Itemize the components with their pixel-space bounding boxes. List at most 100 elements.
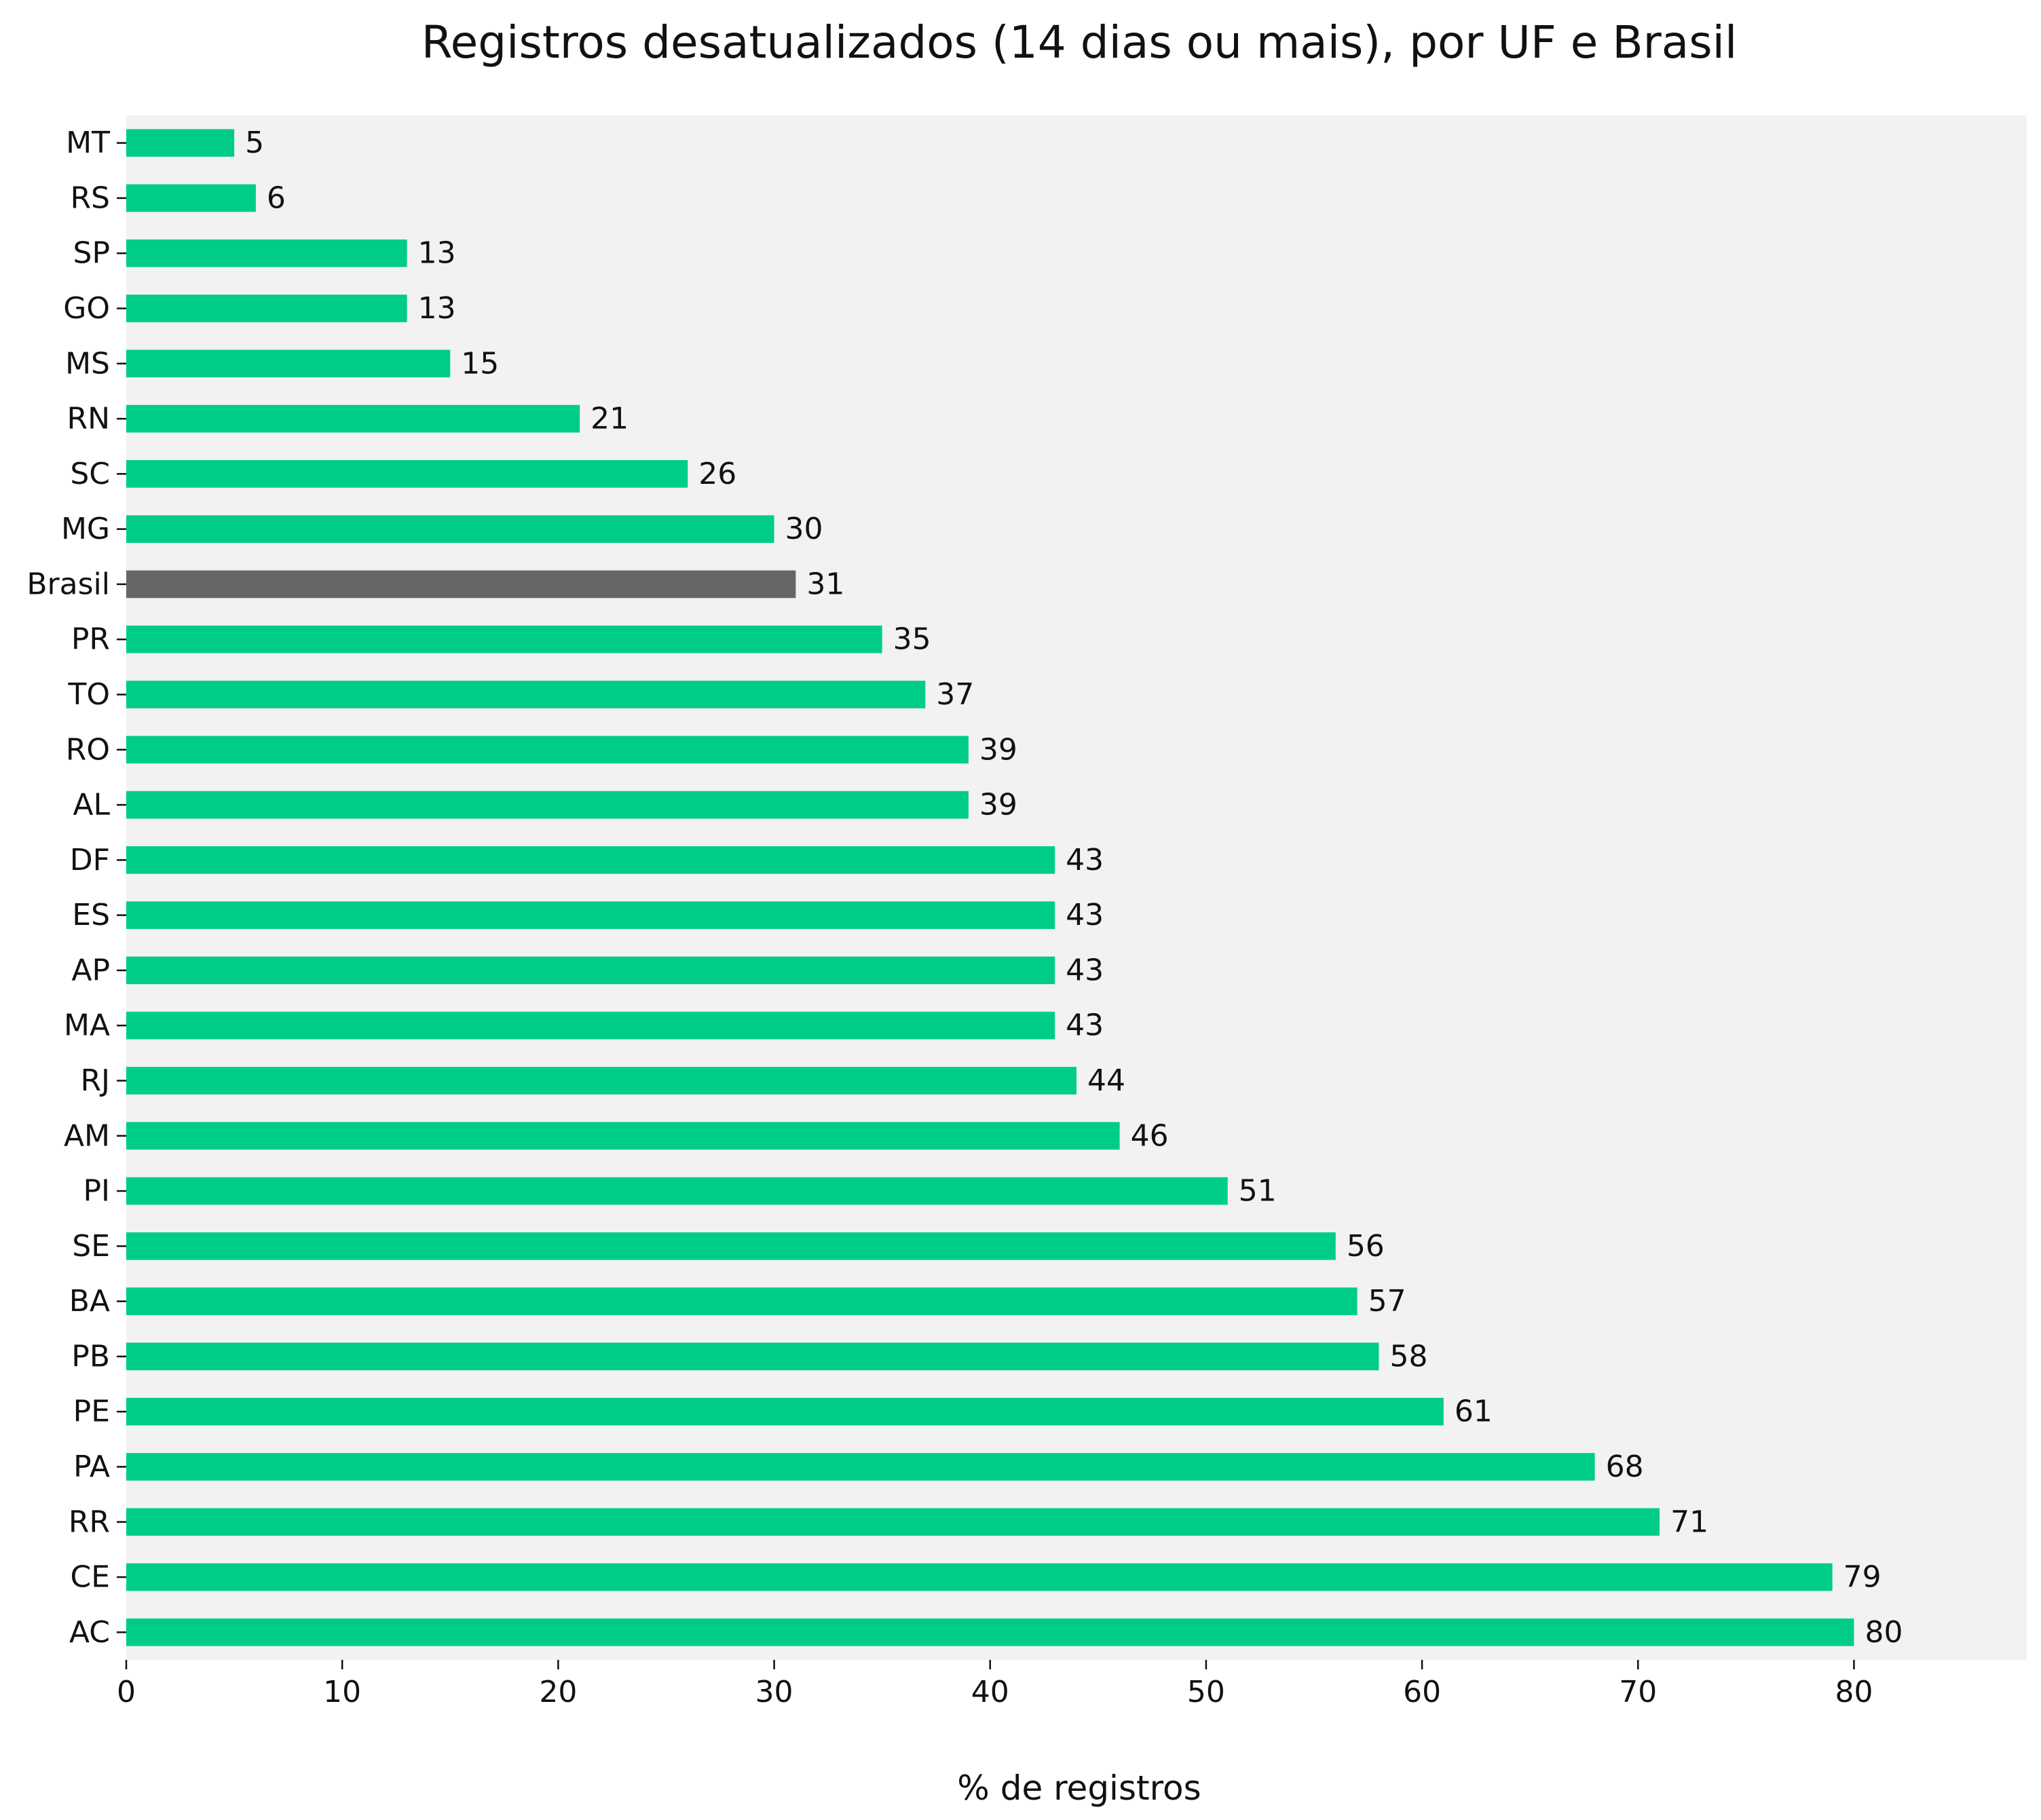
bar-rj <box>126 1067 1076 1095</box>
bar-go <box>126 295 407 322</box>
x-axis-title: % de registros <box>957 1768 1201 1808</box>
y-tick-label-am: AM <box>64 1118 110 1153</box>
y-tick-label-to: TO <box>67 677 110 712</box>
x-tick-label-40: 40 <box>971 1675 1009 1709</box>
y-tick-label-ap: AP <box>71 953 110 987</box>
y-tick-label-sc: SC <box>70 457 110 491</box>
data-label-df: 43 <box>1066 843 1104 877</box>
y-tick-label-se: SE <box>72 1229 110 1264</box>
bar-es <box>126 901 1055 929</box>
bar-al <box>126 791 969 819</box>
y-tick-label-al: AL <box>73 788 110 822</box>
bar-sp <box>126 239 407 267</box>
bar-mg <box>126 515 774 543</box>
x-tick-label-10: 10 <box>323 1675 361 1709</box>
bar-to <box>126 681 926 708</box>
data-label-ce: 79 <box>1843 1560 1881 1595</box>
data-label-ba: 57 <box>1368 1284 1406 1319</box>
y-tick-label-pb: PB <box>71 1339 110 1373</box>
y-tick-label-pe: PE <box>73 1395 110 1429</box>
bar-brasil <box>126 570 796 599</box>
y-tick-label-ms: MS <box>65 346 110 381</box>
bar-df <box>126 846 1055 874</box>
bar-rs <box>126 184 256 212</box>
data-label-rj: 44 <box>1087 1063 1125 1098</box>
x-tick-label-0: 0 <box>117 1675 136 1709</box>
bars-group: 5613131521263031353739394343434344465156… <box>126 126 1903 1650</box>
bar-rn <box>126 404 580 433</box>
data-label-se: 56 <box>1347 1229 1385 1264</box>
bar-pb <box>126 1342 1379 1371</box>
data-label-to: 37 <box>936 677 974 712</box>
x-axis: 0 10 20 30 40 50 60 70 80 <box>117 1660 1873 1709</box>
data-label-ro: 39 <box>979 732 1017 767</box>
data-label-sc: 26 <box>698 457 736 491</box>
bar-ms <box>126 349 451 378</box>
bar-se <box>126 1232 1336 1260</box>
x-tick-label-70: 70 <box>1619 1675 1657 1709</box>
data-label-ma: 43 <box>1066 1008 1104 1043</box>
bar-sc <box>126 460 688 488</box>
data-label-ac: 80 <box>1865 1615 1903 1650</box>
y-tick-label-mg: MG <box>61 512 110 546</box>
data-label-pb: 58 <box>1389 1339 1427 1373</box>
y-axis: MT RS SP GO MS RN SC MG Brasil PR TO RO AL DF ES AP MA RJ… <box>26 126 126 1650</box>
y-tick-label-go: GO <box>63 291 110 326</box>
bar-pi <box>126 1177 1228 1205</box>
y-tick-label-mt: MT <box>66 126 110 160</box>
bar-ba <box>126 1287 1357 1315</box>
x-tick-label-60: 60 <box>1403 1675 1441 1709</box>
data-label-pa: 68 <box>1606 1449 1644 1484</box>
data-label-sp: 13 <box>418 236 456 271</box>
y-tick-label-pa: PA <box>73 1449 110 1484</box>
data-label-es: 43 <box>1066 898 1104 932</box>
bar-ce <box>126 1563 1833 1591</box>
bar-mt <box>126 129 235 157</box>
x-tick-label-30: 30 <box>755 1675 793 1709</box>
bar-ap <box>126 956 1055 985</box>
data-label-ap: 43 <box>1066 953 1104 987</box>
data-label-al: 39 <box>979 788 1017 822</box>
data-label-brasil: 31 <box>806 567 844 601</box>
data-label-ms: 15 <box>461 346 499 381</box>
y-tick-label-brasil: Brasil <box>26 567 110 601</box>
x-tick-label-80: 80 <box>1835 1675 1873 1709</box>
y-tick-label-sp: SP <box>73 236 110 271</box>
bar-ro <box>126 736 969 764</box>
y-tick-label-df: DF <box>70 843 110 877</box>
data-label-pe: 61 <box>1455 1395 1493 1429</box>
data-label-mg: 30 <box>785 512 823 546</box>
x-tick-label-20: 20 <box>539 1675 577 1709</box>
y-tick-label-rj: RJ <box>80 1063 110 1098</box>
y-tick-label-pi: PI <box>83 1174 110 1209</box>
bar-pr <box>126 625 882 653</box>
bar-pa <box>126 1453 1595 1481</box>
y-tick-label-ac: AC <box>69 1615 110 1650</box>
y-tick-label-es: ES <box>72 898 110 932</box>
bar-am <box>126 1122 1120 1150</box>
y-tick-label-rs: RS <box>70 181 110 215</box>
y-tick-label-ma: MA <box>64 1008 110 1043</box>
y-tick-label-pr: PR <box>71 622 110 657</box>
bar-pe <box>126 1397 1444 1426</box>
data-label-pr: 35 <box>893 622 931 657</box>
data-label-mt: 5 <box>245 126 264 160</box>
data-label-am: 46 <box>1131 1118 1169 1153</box>
y-tick-label-ba: BA <box>69 1284 110 1319</box>
chart-title: Registros desatualizados (14 dias ou mai… <box>422 16 1738 69</box>
data-label-pi: 51 <box>1239 1174 1277 1209</box>
y-tick-label-ce: CE <box>70 1560 110 1595</box>
data-label-go: 13 <box>418 291 456 326</box>
bar-ac <box>126 1618 1854 1646</box>
data-label-rs: 6 <box>267 181 286 215</box>
x-tick-label-50: 50 <box>1187 1675 1225 1709</box>
bar-ma <box>126 1011 1055 1040</box>
plot-background <box>126 115 2027 1660</box>
y-tick-label-rr: RR <box>69 1504 110 1539</box>
data-label-rn: 21 <box>591 402 629 436</box>
y-tick-label-ro: RO <box>66 732 110 767</box>
bar-rr <box>126 1508 1660 1536</box>
y-tick-label-rn: RN <box>67 402 111 436</box>
